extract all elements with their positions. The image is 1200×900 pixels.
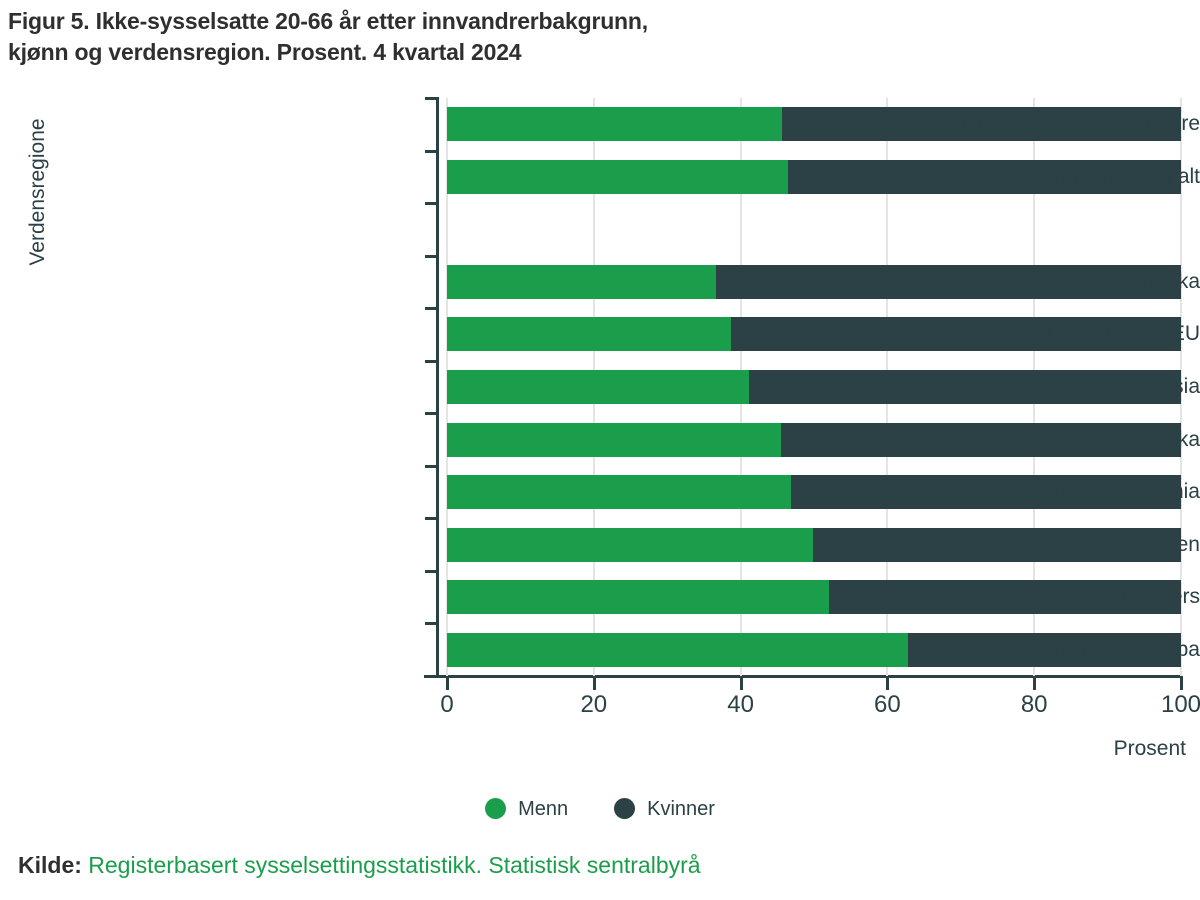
bar-segment-kvinner[interactable] xyxy=(813,527,1181,562)
x-tick-label: 100 xyxy=(1160,691,1200,718)
y-tick-mark xyxy=(425,307,439,311)
bar-group xyxy=(447,527,1181,562)
bar-segment-kvinner[interactable] xyxy=(715,264,1181,299)
y-axis-label: Asia xyxy=(1159,375,1200,398)
y-axis-label: Norden xyxy=(1131,532,1200,556)
legend-item[interactable]: Kvinner xyxy=(614,798,715,819)
bar-group xyxy=(447,159,1181,194)
source-note: Kilde: Registerbasert sysselsettingsstat… xyxy=(18,852,701,880)
bar-group xyxy=(447,370,1181,404)
chart-legend: Menn Kvinner xyxy=(0,798,1200,819)
chart-title: Figur 5. Ikke-sysselsatte 20-66 år etter… xyxy=(8,8,648,65)
x-tick-label: 20 xyxy=(580,691,608,718)
x-tick-label: 60 xyxy=(874,691,901,718)
x-tick-mark xyxy=(592,676,596,690)
x-tick-label: 0 xyxy=(440,691,454,718)
y-tick-mark xyxy=(425,359,439,363)
x-tick-mark xyxy=(886,676,890,690)
bar-segment-menn[interactable] xyxy=(447,159,789,194)
y-tick-mark xyxy=(425,675,439,678)
gridline-100 xyxy=(1180,98,1182,676)
legend-label: Kvinner xyxy=(647,797,715,820)
y-tick-mark xyxy=(425,464,439,468)
y-tick-mark xyxy=(425,254,439,258)
y-axis-label: Øst - Europa uteom EU xyxy=(981,322,1200,346)
y-tick-mark xyxy=(425,517,439,521)
y-tick-mark xyxy=(425,622,439,626)
y-axis-label: Nord - Amerika og Oseania xyxy=(946,480,1200,504)
bar-group xyxy=(447,107,1181,142)
bar-segment-kvinner[interactable] xyxy=(791,475,1181,510)
bar-segment-kvinner[interactable] xyxy=(731,317,1181,352)
y-axis-label: Afrika xyxy=(1146,427,1200,451)
bar-segment-menn[interactable] xyxy=(447,317,732,352)
y-axis-line xyxy=(436,98,439,676)
y-tick-mark xyxy=(425,202,439,206)
x-tick-mark xyxy=(1180,676,1183,690)
x-axis-line xyxy=(424,675,1182,678)
legend-item[interactable]: Menn xyxy=(485,798,568,819)
bar-segment-kvinner[interactable] xyxy=(828,580,1181,615)
bar-segment-menn[interactable] xyxy=(447,527,814,562)
y-tick-mark xyxy=(425,569,439,573)
y-axis-label: Sør- og Mellom - Amerika xyxy=(961,269,1200,293)
bar-segment-kvinner[interactable] xyxy=(788,159,1181,194)
x-tick-mark xyxy=(446,676,449,690)
bar-segment-menn[interactable] xyxy=(447,107,782,142)
y-tick-mark xyxy=(425,149,439,153)
source-prefix: Kilde: xyxy=(18,852,82,878)
x-tick-mark xyxy=(1033,676,1037,690)
y-axis-label: Befolkningen ekskl. innvandrere xyxy=(902,112,1200,136)
bar-segment-menn[interactable] xyxy=(447,580,829,615)
bar-group xyxy=(447,212,1181,246)
bar-segment-menn[interactable] xyxy=(447,370,749,404)
bar-group xyxy=(447,264,1181,299)
legend-label: Menn xyxy=(518,797,569,820)
y-axis-label: EU land i Øst-Europa xyxy=(1001,637,1200,661)
x-tick-label: 40 xyxy=(727,691,754,718)
y-axis-label: Innvandrere i alt xyxy=(1049,164,1200,188)
source-text: Registerbasert sysselsettingsstatistikk.… xyxy=(88,852,701,878)
bar-segment-menn[interactable] xyxy=(447,632,908,667)
bar-group xyxy=(447,580,1181,615)
plot-area xyxy=(446,98,1182,676)
bar-group xyxy=(447,475,1181,510)
bar-segment-kvinner[interactable] xyxy=(748,370,1181,404)
bar-group xyxy=(447,422,1181,457)
y-tick-mark xyxy=(425,412,439,416)
y-axis-title: Verdensregione xyxy=(26,118,49,266)
bar-segment-kvinner[interactable] xyxy=(781,107,1181,142)
bar-segment-menn[interactable] xyxy=(447,475,792,510)
x-tick-mark xyxy=(739,676,743,690)
y-axis-label: Vest - Europa ellers xyxy=(1016,585,1200,609)
bar-group xyxy=(447,317,1181,352)
bar-group xyxy=(447,632,1181,667)
bar-segment-menn[interactable] xyxy=(447,422,781,457)
bar-segment-menn[interactable] xyxy=(447,264,716,299)
x-tick-label: 80 xyxy=(1020,691,1048,718)
bar-segment-kvinner[interactable] xyxy=(780,422,1181,457)
x-axis-title: Prosent xyxy=(1113,737,1186,760)
y-tick-mark xyxy=(425,97,439,100)
bar-segment-kvinner[interactable] xyxy=(907,632,1181,667)
legend-swatch-icon xyxy=(614,798,636,819)
legend-swatch-icon xyxy=(485,798,507,819)
